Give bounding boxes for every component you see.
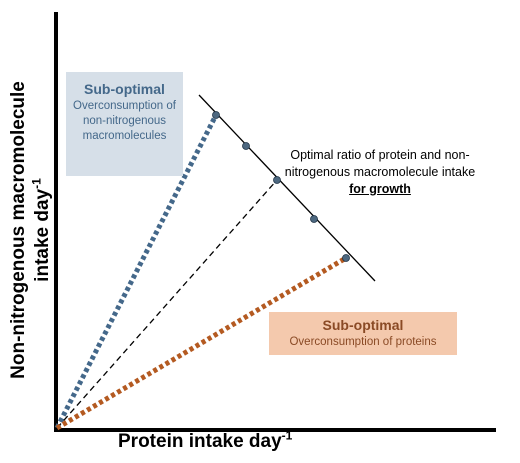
intake-point [273, 176, 281, 184]
y-axis-label-superscript: -1 [29, 178, 44, 189]
y-axis-label-text: Non-nitrogenous macromolecule intake day [8, 81, 53, 379]
suboptimal-carb-body: Overconsumption of non-nitrogenous macro… [73, 100, 176, 142]
intake-target-line [198, 94, 376, 282]
suboptimal-carb-title: Sub-optimal [84, 81, 165, 97]
intake-point [310, 215, 318, 223]
x-axis-label: Protein intake day-1 [118, 428, 293, 453]
optimal-ratio-label: Optimal ratio of protein and non-nitroge… [280, 147, 480, 198]
intake-point [342, 254, 350, 262]
intake-point [242, 142, 250, 150]
optimal-ratio-emphasis: for growth [349, 182, 411, 196]
optimal-ratio-text: Optimal ratio of protein and non-nitroge… [284, 148, 476, 179]
suboptimal-protein-box: Sub-optimal Overconsumption of proteins [269, 312, 457, 355]
suboptimal-protein-title: Sub-optimal [322, 317, 404, 333]
suboptimal-protein-body: Overconsumption of proteins [289, 336, 437, 348]
suboptimal-carb-box: Sub-optimal Overconsumption of non-nitro… [66, 72, 183, 176]
x-axis-label-superscript: -1 [281, 428, 293, 443]
y-axis-label: Non-nitrogenous macromolecule intake day… [2, 80, 60, 380]
optimal-rail [56, 179, 278, 429]
blue-rail [54, 113, 219, 430]
x-axis-label-text: Protein intake day [118, 431, 282, 452]
intake-point [212, 111, 220, 119]
